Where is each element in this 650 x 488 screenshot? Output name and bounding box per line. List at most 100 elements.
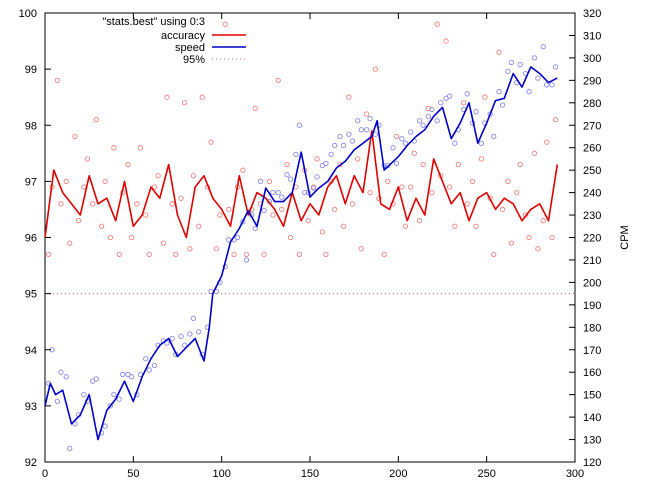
speed-point	[279, 194, 285, 200]
accuracy-point	[411, 150, 417, 156]
accuracy-point	[446, 184, 453, 190]
speed-point	[549, 82, 555, 88]
y2-tick-label: 220	[583, 233, 601, 245]
accuracy-point	[160, 240, 167, 246]
speed-point	[128, 374, 135, 380]
speed-point	[340, 142, 347, 149]
speed-point	[508, 59, 515, 66]
speed-points	[45, 44, 559, 452]
speed-point	[552, 64, 559, 70]
y-tick-label: 100	[19, 8, 37, 20]
accuracy-point	[240, 167, 246, 173]
accuracy-point	[90, 201, 96, 207]
speed-point	[496, 88, 502, 95]
y2-tick-label: 290	[583, 75, 601, 87]
accuracy-point	[296, 251, 303, 257]
accuracy-point	[496, 49, 502, 55]
accuracy-point	[164, 94, 170, 100]
accuracy-point	[552, 116, 559, 123]
accuracy-point	[134, 201, 140, 207]
speed-point	[535, 75, 541, 81]
accuracy-points	[45, 21, 559, 257]
x-tick-label: 300	[566, 468, 584, 480]
speed-point	[390, 145, 396, 151]
accuracy-point	[499, 206, 506, 213]
accuracy-point	[208, 139, 214, 145]
y2-tick-label: 240	[583, 188, 601, 200]
accuracy-point	[372, 66, 379, 72]
y2-tick-label: 270	[583, 120, 601, 132]
speed-point	[416, 118, 423, 124]
speed-point	[358, 127, 364, 133]
speed-point	[120, 371, 126, 378]
accuracy-point	[482, 94, 488, 100]
accuracy-point	[181, 100, 188, 106]
accuracy-point	[151, 184, 158, 190]
accuracy-point	[393, 133, 400, 140]
y2-tick-label: 160	[583, 367, 601, 379]
accuracy-point	[376, 195, 382, 201]
accuracy-point	[58, 201, 64, 207]
accuracy-point	[146, 251, 152, 257]
speed-point	[399, 136, 405, 142]
speed-point	[438, 100, 444, 106]
y2-tick-label: 230	[583, 210, 601, 222]
speed-point	[178, 333, 184, 339]
accuracy-point	[544, 139, 550, 145]
legend-samples	[212, 34, 246, 60]
speed-point	[54, 398, 61, 405]
legend: "stats.best" using 0:3 accuracy speed 95…	[102, 16, 246, 66]
speed-point	[146, 367, 152, 373]
accuracy-point	[434, 21, 440, 27]
x-tick-label: 50	[127, 468, 139, 480]
accuracy-point	[363, 111, 370, 117]
accuracy-point	[128, 234, 135, 241]
accuracy-point	[461, 100, 467, 106]
accuracy-line-layer	[44, 130, 559, 239]
legend-label-points: "stats.best" using 0:3	[102, 16, 205, 28]
accuracy-point	[464, 201, 470, 207]
speed-point	[143, 356, 149, 362]
accuracy-point	[531, 150, 538, 156]
accuracy-point	[107, 234, 114, 241]
accuracy-point	[169, 201, 175, 207]
accuracy-point	[279, 206, 285, 213]
accuracy-point	[81, 184, 87, 190]
x-tick-label: 250	[477, 468, 495, 480]
speed-point	[408, 129, 414, 135]
y2-tick-label: 170	[583, 345, 601, 357]
accuracy-point	[287, 234, 294, 241]
speed-point	[491, 133, 497, 140]
accuracy-point	[187, 246, 193, 252]
accuracy-point	[420, 161, 426, 168]
speed-point	[261, 207, 267, 214]
speed-point	[323, 160, 329, 167]
speed-point	[544, 82, 550, 88]
accuracy-point	[243, 251, 250, 257]
speed-point	[402, 140, 409, 146]
accuracy-point	[332, 206, 338, 213]
speed-point	[302, 189, 308, 196]
speed-point	[252, 225, 258, 232]
speed-point	[367, 115, 373, 122]
accuracy-point	[408, 184, 414, 190]
y-tick-label: 94	[25, 345, 37, 357]
legend-label-threshold: 95%	[183, 54, 205, 66]
accuracy-point	[266, 178, 273, 185]
accuracy-point	[425, 105, 432, 112]
y2-tick-label: 300	[583, 53, 601, 65]
y2-tick-label: 210	[583, 255, 601, 267]
x-tick-label: 100	[212, 468, 230, 480]
accuracy-point	[455, 161, 462, 168]
accuracy-point	[111, 145, 117, 151]
y-tick-label: 95	[25, 289, 37, 301]
speed-point	[452, 140, 458, 146]
accuracy-point	[72, 133, 78, 140]
accuracy-point	[429, 189, 435, 196]
y-tick-label: 93	[25, 401, 37, 413]
accuracy-point	[416, 218, 423, 224]
speed-point	[393, 160, 400, 167]
speed-point	[72, 421, 78, 427]
accuracy-point	[231, 251, 237, 257]
